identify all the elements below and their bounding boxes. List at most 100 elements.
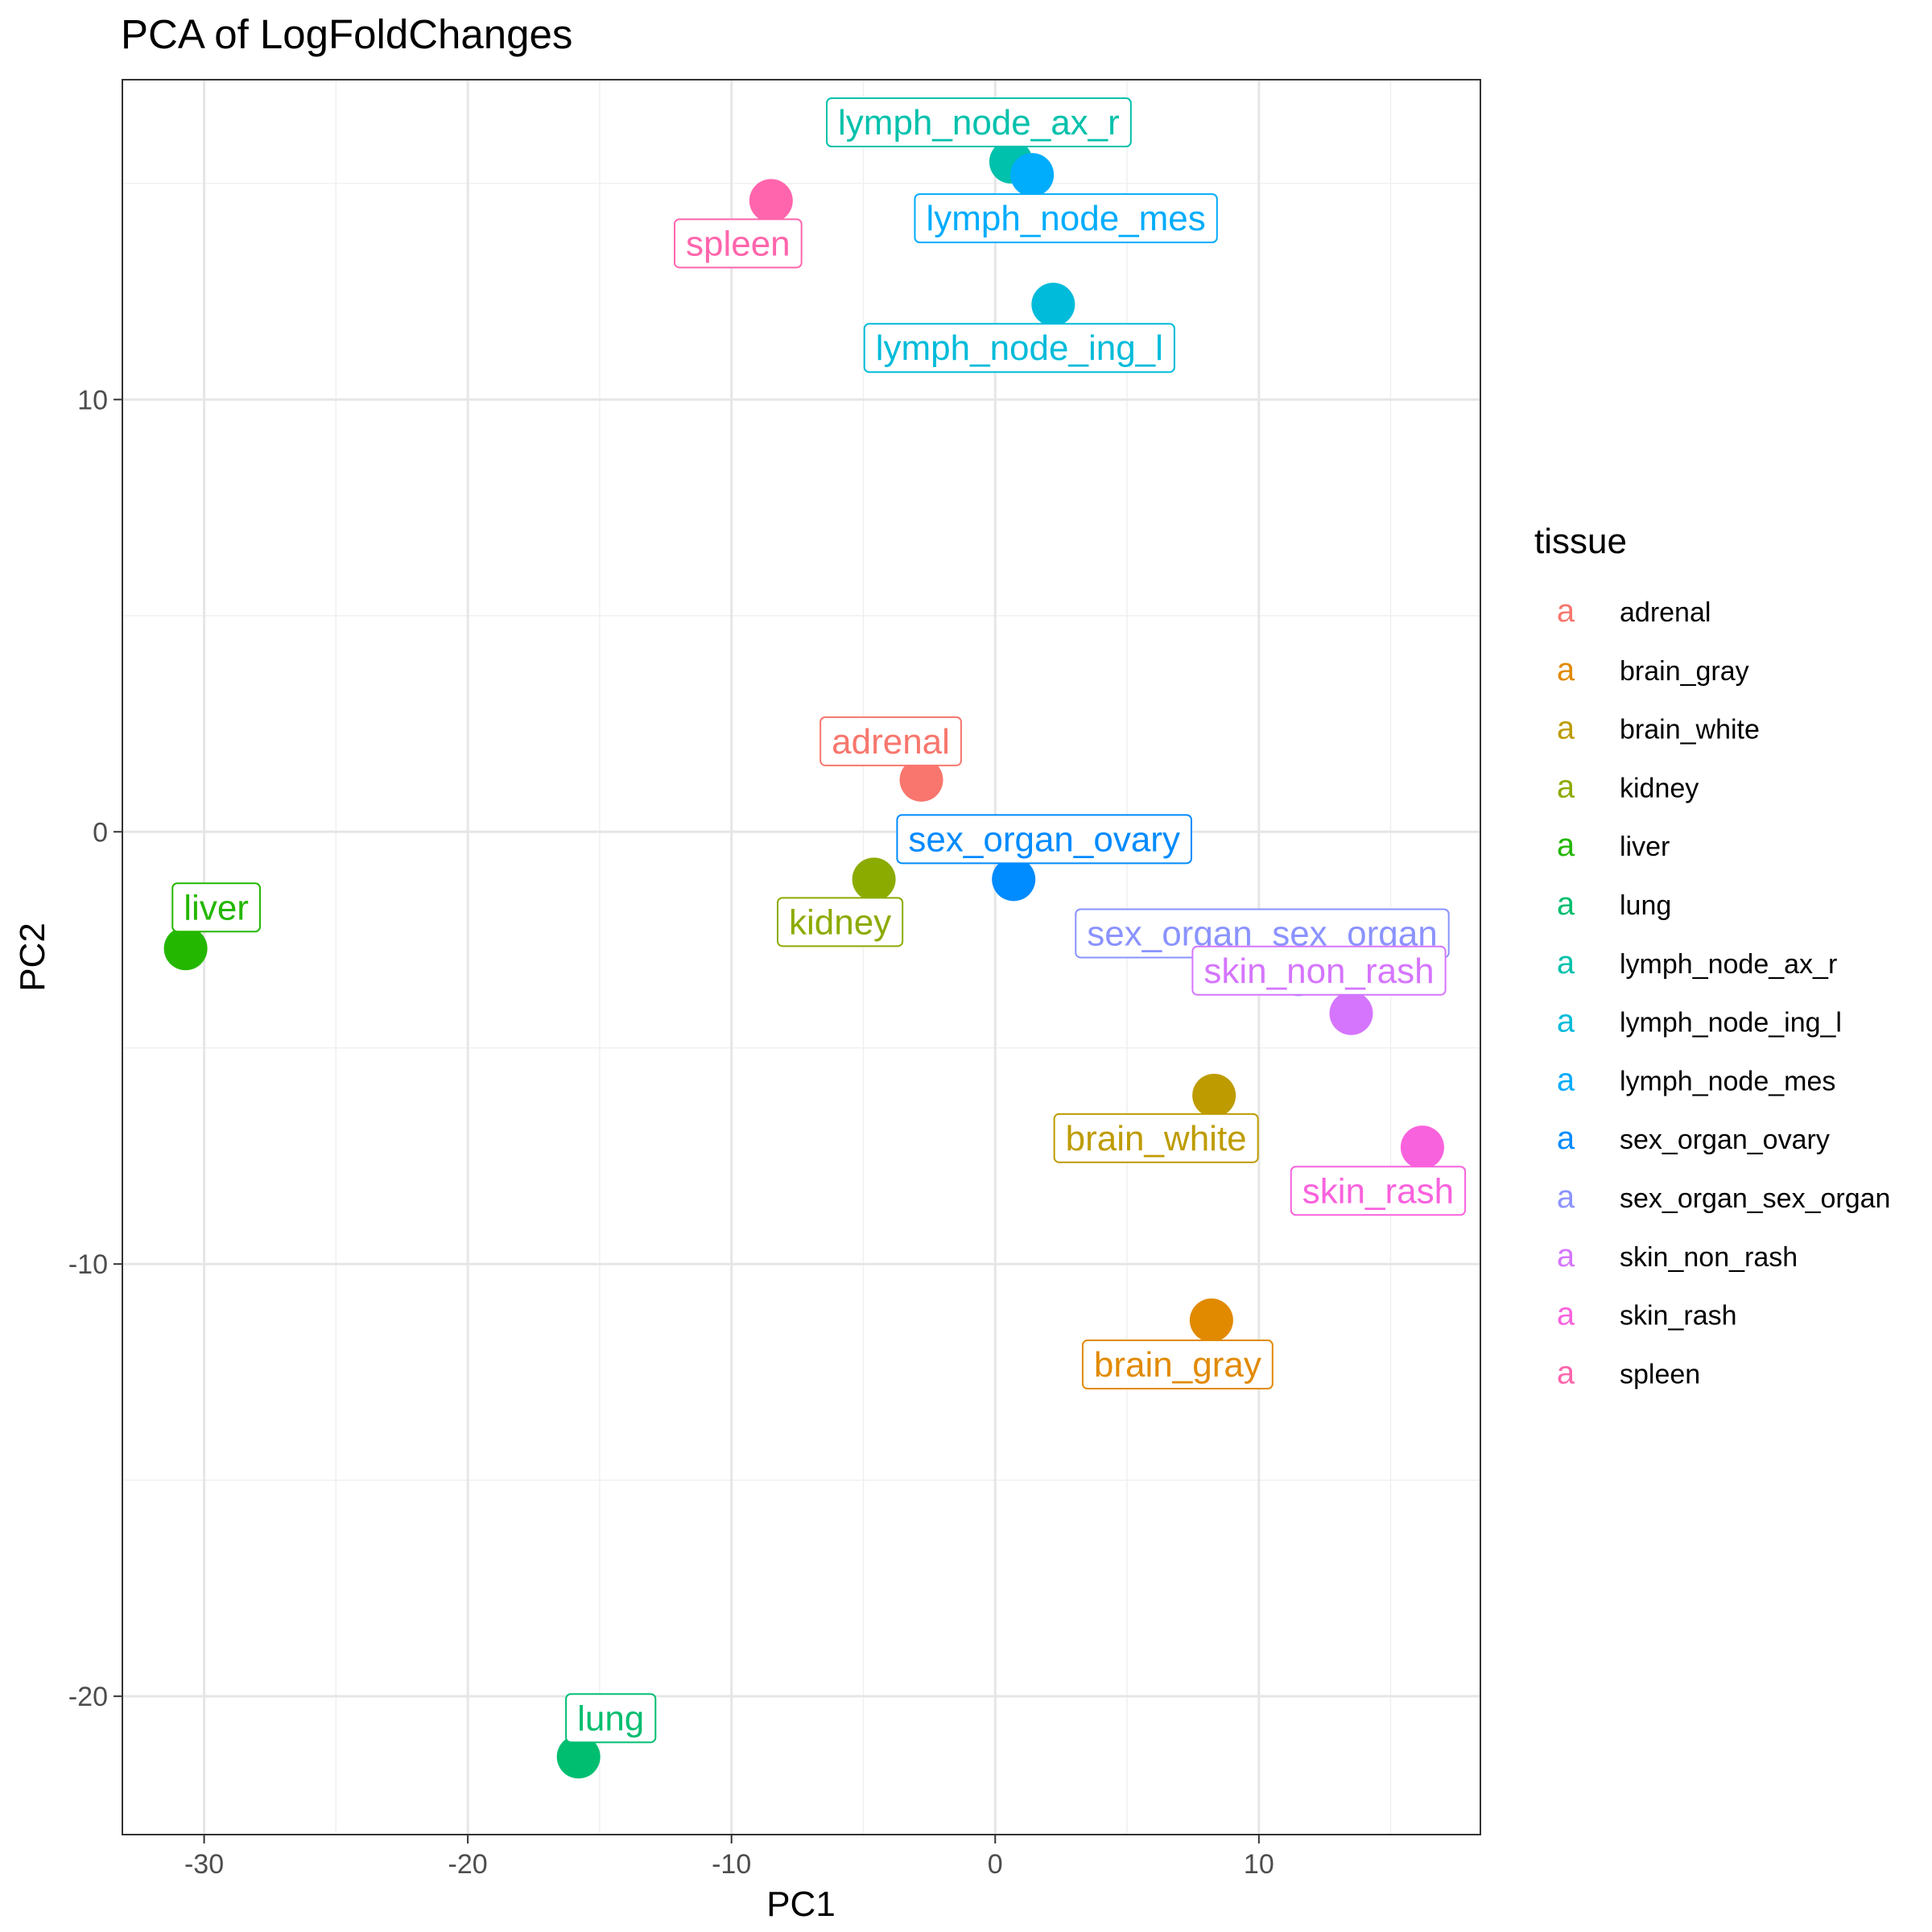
- grid-minor: [122, 80, 1480, 1835]
- point-label-lymph-node-ing-l: lymph_node_ing_l: [863, 323, 1175, 374]
- point-label-text: lung: [577, 1699, 644, 1738]
- legend-item-lung: a lung: [1557, 886, 1671, 922]
- point-label-text: brain_gray: [1094, 1345, 1261, 1385]
- point-label-liver: liver: [171, 882, 261, 933]
- data-point-brain-gray: [1189, 1298, 1233, 1343]
- point-label-brain-white: brain_white: [1053, 1113, 1259, 1163]
- legend-label: adrenal: [1620, 597, 1711, 628]
- x-axis-title: PC1: [766, 1885, 836, 1924]
- point-label-adrenal: adrenal: [819, 716, 962, 766]
- legend-key: a: [1557, 1004, 1575, 1039]
- legend-item-brain-gray: a brain_gray: [1557, 652, 1749, 687]
- legend-label: skin_non_rash: [1620, 1242, 1798, 1273]
- point-label-box: [673, 218, 803, 269]
- y-tick-label: -20: [68, 1682, 108, 1712]
- point-label-spleen: spleen: [673, 218, 803, 269]
- legend-label: sex_organ_ovary: [1620, 1125, 1830, 1155]
- data-point-lymph-node-mes: [1010, 153, 1055, 197]
- legend-key: a: [1557, 652, 1575, 687]
- legend-key: a: [1557, 769, 1575, 804]
- point-label-sex-organ-ovary: sex_organ_ovary: [896, 814, 1192, 865]
- data-point-skin-rash: [1400, 1125, 1444, 1170]
- point-label-text: liver: [184, 888, 249, 927]
- data-point-lymph-node-ing-l: [1031, 283, 1075, 327]
- legend-item-adrenal: a adrenal: [1557, 593, 1711, 629]
- legend-key: a: [1557, 945, 1575, 980]
- legend-label: lymph_node_ing_l: [1620, 1008, 1842, 1038]
- legend-key: a: [1557, 1062, 1575, 1097]
- point-label-box: [565, 1693, 657, 1744]
- legend-label: lymph_node_ax_r: [1620, 949, 1837, 980]
- point-label-skin-non-rash: skin_non_rash: [1191, 945, 1447, 996]
- legend-item-skin-non-rash: a skin_non_rash: [1557, 1238, 1798, 1274]
- legend-key: a: [1557, 1355, 1575, 1390]
- point-label-text: lymph_node_ing_l: [876, 328, 1163, 368]
- legend-key: a: [1557, 886, 1575, 922]
- legend-item-lymph-node-ax-r: a lymph_node_ax_r: [1557, 945, 1837, 980]
- legend-label: liver: [1620, 832, 1670, 862]
- point-label-text: sex_organ_ovary: [908, 819, 1180, 859]
- point-label-text: adrenal: [832, 722, 950, 762]
- legend-key: a: [1557, 1238, 1575, 1274]
- data-point-skin-non-rash: [1329, 991, 1373, 1035]
- data-point-sex-organ-ovary: [992, 857, 1036, 902]
- point-label-box: [819, 716, 962, 766]
- point-label-brain-gray: brain_gray: [1081, 1340, 1274, 1390]
- legend-label: brain_white: [1620, 715, 1760, 745]
- point-label-box: [863, 323, 1175, 374]
- x-tick-label: 0: [988, 1849, 1003, 1880]
- y-tick-label: 0: [93, 817, 108, 848]
- legend-key: a: [1557, 1179, 1575, 1215]
- legend-item-kidney: a kidney: [1557, 769, 1699, 804]
- legend-item-lymph-node-ing-l: a lymph_node_ing_l: [1557, 1004, 1842, 1039]
- x-tick-label: 10: [1244, 1849, 1274, 1880]
- x-tick-label: -20: [448, 1849, 488, 1880]
- data-point-kidney: [852, 857, 896, 902]
- y-tick-label: 10: [77, 385, 108, 415]
- legend-label: kidney: [1620, 773, 1699, 803]
- point-label-box: [826, 97, 1132, 148]
- point-label-box: [914, 193, 1218, 244]
- data-point-lung: [556, 1735, 601, 1779]
- y-tick-label: -10: [68, 1249, 108, 1280]
- legend-label: sex_organ_sex_organ: [1620, 1183, 1890, 1214]
- point-label-text: lymph_node_mes: [926, 199, 1205, 238]
- point-label-text: kidney: [789, 902, 891, 942]
- data-point-brain-white: [1192, 1073, 1236, 1117]
- point-label-text: brain_white: [1066, 1119, 1247, 1158]
- legend-key: a: [1557, 1297, 1575, 1332]
- y-axis-title: PC2: [13, 923, 52, 992]
- x-axis-ticks: -30 -20 -10 0 10: [184, 1835, 1274, 1880]
- legend-key: a: [1557, 1121, 1575, 1156]
- legend-label: skin_rash: [1620, 1301, 1737, 1331]
- x-tick-label: -10: [712, 1849, 751, 1880]
- point-label-text: skin_rash: [1302, 1171, 1454, 1211]
- data-point-adrenal: [899, 758, 943, 802]
- point-label-box: [776, 897, 904, 947]
- legend-item-skin-rash: a skin_rash: [1557, 1297, 1737, 1332]
- plot-panel-border: [122, 79, 1481, 1835]
- legend-item-liver: a liver: [1557, 828, 1670, 863]
- point-label-text: skin_non_rash: [1203, 952, 1434, 991]
- point-label-skin-rash: skin_rash: [1290, 1166, 1467, 1216]
- legend-item-sex-organ-ovary: a sex_organ_ovary: [1557, 1121, 1830, 1156]
- y-axis-ticks: -20 -10 0 10: [68, 385, 122, 1712]
- legend-key: a: [1557, 828, 1575, 863]
- point-label-lymph-node-ax-r: lymph_node_ax_r: [826, 97, 1132, 148]
- legend-label: spleen: [1620, 1359, 1700, 1389]
- point-label-box: [171, 882, 261, 933]
- legend-title: tissue: [1534, 522, 1627, 561]
- legend-label: brain_gray: [1620, 656, 1749, 687]
- legend-key: a: [1557, 593, 1575, 629]
- data-point-liver: [163, 927, 208, 971]
- point-label-text: lymph_node_ax_r: [838, 103, 1120, 142]
- point-label-box: [1290, 1166, 1467, 1216]
- point-label-box: [1081, 1340, 1274, 1390]
- point-label-box: [896, 814, 1192, 865]
- point-label-text: spleen: [686, 224, 791, 263]
- legend-label: lung: [1620, 890, 1671, 921]
- legend-label: lymph_node_mes: [1620, 1066, 1835, 1096]
- point-label-lung: lung: [565, 1693, 657, 1744]
